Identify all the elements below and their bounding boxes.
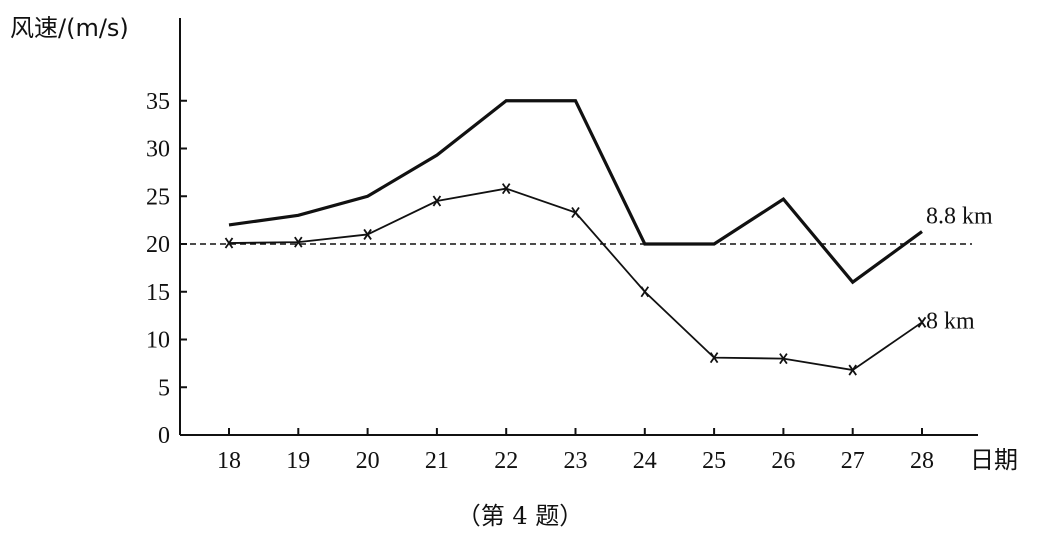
y-tick-label: 30 [146, 137, 170, 163]
x-ticks: 18 19 20 21 22 23 24 25 26 27 28 [217, 428, 934, 474]
data-point-marker [709, 352, 719, 364]
marker-stroke [640, 286, 650, 298]
marker-stroke [363, 228, 372, 240]
figure-caption: （第 4 题） [457, 502, 584, 530]
y-tick-label: 20 [146, 232, 170, 258]
x-tick-label: 27 [841, 448, 865, 474]
marker-stroke [917, 316, 927, 328]
x-tick-label: 19 [286, 448, 310, 474]
y-tick-label: 25 [146, 184, 170, 210]
x-tick-label: 25 [702, 448, 726, 474]
x-tick-label: 24 [633, 448, 657, 474]
data-point-marker [501, 183, 511, 195]
data-point-marker [779, 353, 788, 365]
x-tick-label: 23 [564, 448, 588, 474]
y-tick-label: 15 [146, 280, 170, 306]
marker-stroke [294, 236, 303, 248]
marker-stroke [779, 353, 788, 365]
x-tick-label: 20 [356, 448, 380, 474]
x-tick-label: 26 [771, 448, 795, 474]
labels-layer: 风速/(m/s) 日期 （第 4 题） [10, 14, 1018, 530]
series-label: 8.8 km [926, 204, 993, 230]
series-layer: 8.8 km 8 km [224, 99, 993, 376]
series-line [228, 99, 923, 285]
y-tick-label: 0 [158, 423, 170, 449]
marker-stroke [432, 195, 442, 207]
x-tick-label: 22 [494, 448, 518, 474]
marker-stroke [709, 352, 719, 364]
y-ticks: 0 5 10 15 20 25 30 35 [146, 89, 187, 449]
x-tick-label: 21 [425, 448, 449, 474]
data-point-marker [917, 316, 927, 328]
x-tick-label: 18 [217, 448, 241, 474]
series-8km: 8 km [224, 183, 975, 376]
y-tick-label: 10 [146, 328, 170, 354]
y-tick-label: 35 [146, 89, 170, 115]
series-label: 8 km [926, 308, 975, 334]
x-axis-title: 日期 [970, 446, 1018, 474]
data-point-marker [640, 286, 650, 298]
series-line [228, 187, 923, 372]
data-point-marker [363, 228, 372, 240]
marker-stroke [224, 237, 234, 249]
y-tick-label: 5 [158, 375, 170, 401]
marker-stroke [501, 183, 511, 195]
marker-stroke [571, 206, 580, 219]
data-point-marker [432, 195, 442, 207]
data-point-marker [571, 206, 580, 219]
marker-stroke [848, 364, 857, 376]
axes [179, 18, 978, 436]
data-point-marker [224, 237, 234, 249]
y-axis-title: 风速/(m/s) [10, 14, 129, 42]
data-point-marker [294, 236, 303, 248]
series-8-8km: 8.8 km [228, 99, 993, 285]
data-point-marker [848, 364, 857, 376]
x-tick-label: 28 [910, 448, 934, 474]
